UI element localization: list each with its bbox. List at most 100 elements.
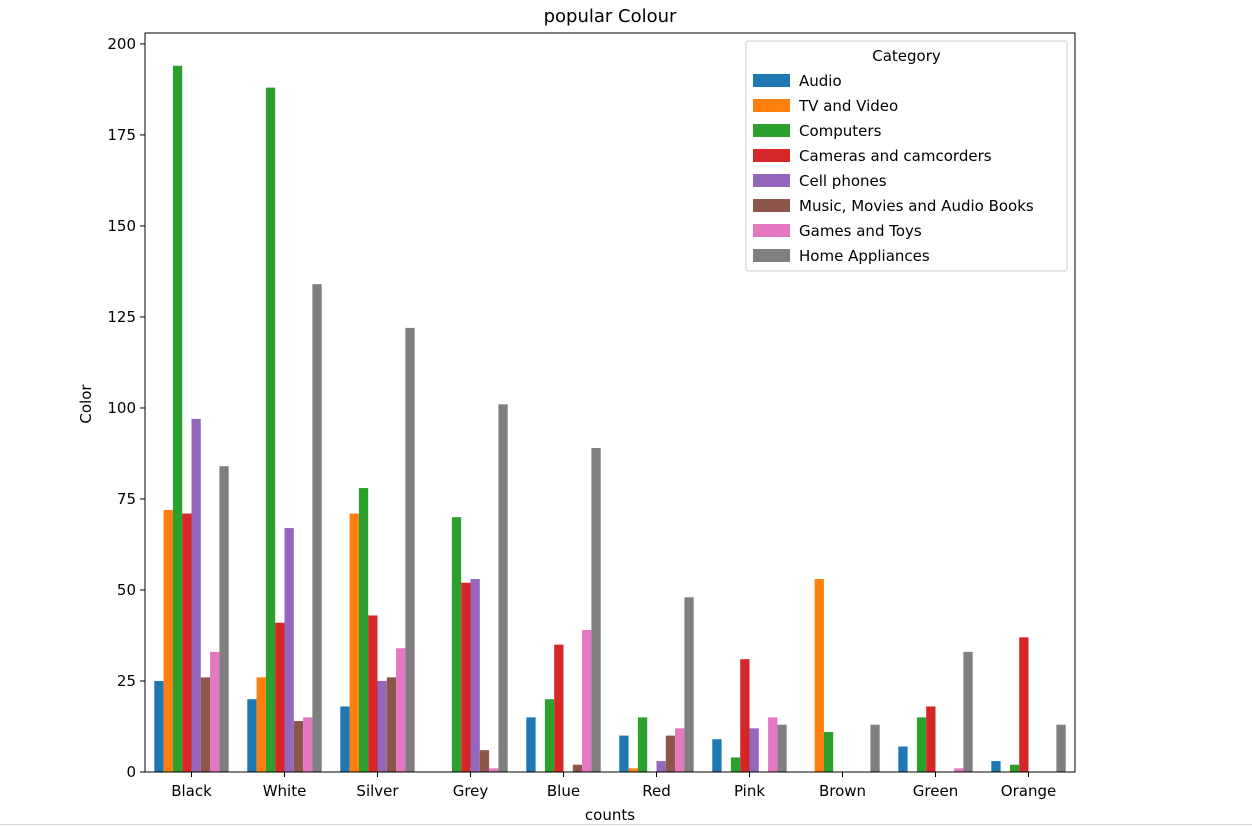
bar-audio-blue bbox=[526, 717, 536, 772]
bar-cell-phones-red bbox=[656, 761, 666, 772]
bar-cell-phones-grey bbox=[470, 579, 480, 772]
bar-computers-orange bbox=[1009, 764, 1020, 772]
bar-audio-green bbox=[898, 746, 908, 772]
bar-cell-phones-white bbox=[284, 528, 294, 772]
legend-swatch bbox=[753, 249, 790, 262]
bar-home-appliances-blue bbox=[591, 448, 601, 772]
legend-label: Music, Movies and Audio Books bbox=[799, 197, 1034, 215]
bar-tv-and-video-black bbox=[163, 509, 173, 772]
bar-computers-green bbox=[916, 717, 927, 772]
x-axis-label: counts bbox=[585, 806, 635, 824]
bar-home-appliances-pink bbox=[777, 724, 787, 772]
bar-games-and-toys-pink bbox=[768, 717, 778, 772]
bar-tv-and-video-red bbox=[628, 768, 638, 772]
legend-swatch bbox=[753, 224, 790, 237]
bar-music-movies-and-audio-books-white bbox=[293, 721, 304, 772]
x-tick-label: White bbox=[263, 782, 307, 800]
bar-tv-and-video-silver bbox=[349, 513, 359, 772]
legend-label: TV and Video bbox=[798, 97, 898, 115]
bar-music-movies-and-audio-books-grey bbox=[479, 750, 490, 772]
bar-home-appliances-green bbox=[963, 651, 973, 772]
bar-games-and-toys-red bbox=[675, 728, 685, 772]
bar-audio-black bbox=[154, 680, 164, 772]
bar-cameras-and-camcorders-pink bbox=[740, 659, 750, 772]
bar-computers-white bbox=[265, 87, 276, 773]
bar-audio-white bbox=[247, 699, 257, 772]
legend-label: Cameras and camcorders bbox=[799, 147, 992, 165]
legend-label: Computers bbox=[799, 122, 882, 140]
bar-music-movies-and-audio-books-red bbox=[665, 735, 676, 772]
bar-tv-and-video-brown bbox=[814, 579, 824, 772]
bar-home-appliances-grey bbox=[498, 404, 508, 772]
y-tick-label: 175 bbox=[107, 126, 136, 144]
bar-cameras-and-camcorders-orange bbox=[1019, 637, 1029, 772]
bar-computers-red bbox=[637, 717, 648, 772]
legend-box bbox=[745, 40, 1068, 272]
bar-home-appliances-black bbox=[219, 466, 229, 772]
bar-audio-pink bbox=[712, 739, 722, 772]
legend-label: Games and Toys bbox=[799, 222, 922, 240]
y-tick-label: 125 bbox=[107, 308, 136, 326]
bar-music-movies-and-audio-books-silver bbox=[386, 677, 397, 772]
bar-computers-grey bbox=[451, 517, 462, 772]
bar-cell-phones-black bbox=[191, 418, 201, 772]
bar-computers-brown bbox=[823, 731, 834, 772]
bar-games-and-toys-green bbox=[954, 768, 964, 772]
y-tick-label: 0 bbox=[126, 763, 136, 781]
y-tick-label: 75 bbox=[117, 490, 136, 508]
bar-home-appliances-orange bbox=[1056, 724, 1066, 772]
x-tick-label: Red bbox=[642, 782, 671, 800]
x-tick-label: Orange bbox=[1001, 782, 1056, 800]
legend-label: Home Appliances bbox=[799, 247, 930, 265]
x-tick-label: Blue bbox=[547, 782, 580, 800]
bar-cameras-and-camcorders-silver bbox=[368, 615, 378, 772]
bars-layer bbox=[154, 65, 1066, 773]
bar-computers-silver bbox=[358, 488, 369, 772]
x-tick-label: Grey bbox=[453, 782, 489, 800]
bar-audio-red bbox=[619, 735, 629, 772]
bar-home-appliances-white bbox=[312, 284, 322, 772]
bar-music-movies-and-audio-books-blue bbox=[572, 764, 583, 772]
y-tick-label: 100 bbox=[107, 399, 136, 417]
legend-swatch bbox=[753, 74, 790, 87]
bar-cell-phones-silver bbox=[377, 680, 387, 772]
x-tick-label: Black bbox=[171, 782, 212, 800]
bar-home-appliances-brown bbox=[870, 724, 880, 772]
bar-music-movies-and-audio-books-black bbox=[200, 677, 211, 772]
bar-cell-phones-pink bbox=[749, 728, 759, 772]
bar-computers-blue bbox=[544, 699, 555, 772]
bar-cameras-and-camcorders-grey bbox=[461, 582, 471, 772]
y-tick-label: 150 bbox=[107, 217, 136, 235]
legend-swatch bbox=[753, 99, 790, 112]
y-tick-label: 50 bbox=[117, 581, 136, 599]
legend-swatch bbox=[753, 124, 790, 137]
bar-games-and-toys-silver bbox=[396, 648, 406, 772]
bar-cameras-and-camcorders-blue bbox=[554, 644, 564, 772]
x-axis: Black White Silver Grey Blue Red Pink Brown Gree… bbox=[171, 772, 1056, 800]
bar-cameras-and-camcorders-white bbox=[275, 622, 285, 772]
bar-computers-pink bbox=[730, 757, 741, 772]
y-axis: 0 25 50 75 100 125 150 175 200 bbox=[107, 35, 145, 781]
legend-title: Category bbox=[872, 47, 941, 65]
plot-frame bbox=[144, 32, 1076, 773]
legend-swatch bbox=[753, 174, 790, 187]
x-tick-label: Silver bbox=[356, 782, 399, 800]
bar-home-appliances-red bbox=[684, 597, 694, 772]
bar-tv-and-video-white bbox=[256, 677, 266, 772]
legend: Category Audio TV and Video Computers Camera… bbox=[745, 40, 1068, 272]
y-axis-label: Color bbox=[77, 384, 95, 424]
page-divider bbox=[0, 824, 1252, 825]
y-tick-label: 25 bbox=[117, 672, 136, 690]
bar-games-and-toys-white bbox=[303, 717, 313, 772]
bar-games-and-toys-grey bbox=[489, 768, 499, 772]
bar-cameras-and-camcorders-green bbox=[926, 706, 936, 772]
bar-home-appliances-silver bbox=[405, 327, 415, 772]
bar-computers-black bbox=[172, 65, 183, 772]
legend-label: Cell phones bbox=[799, 172, 887, 190]
bar-audio-orange bbox=[991, 761, 1001, 772]
legend-swatch bbox=[753, 199, 790, 212]
bar-cameras-and-camcorders-black bbox=[182, 513, 192, 772]
bar-games-and-toys-black bbox=[210, 651, 220, 772]
x-tick-label: Pink bbox=[734, 782, 765, 800]
